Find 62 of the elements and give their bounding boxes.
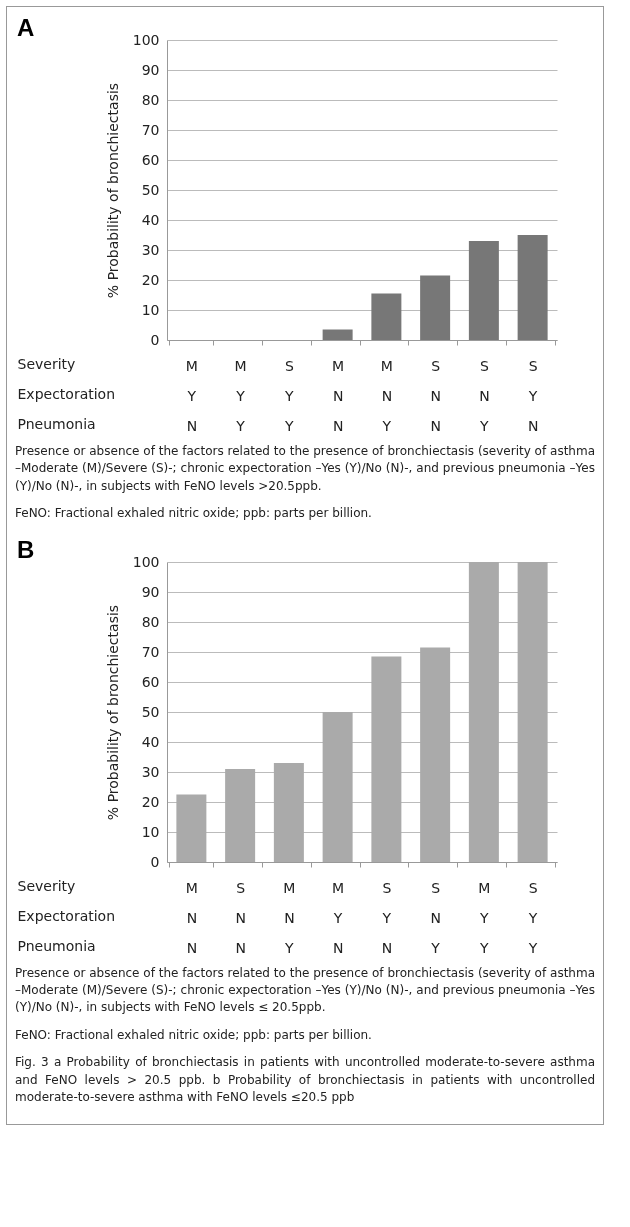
bar [371, 293, 402, 340]
bar [468, 241, 499, 340]
chart-title: B [17, 535, 35, 563]
x-tick-label: S N Y [430, 879, 441, 956]
y-tick-label: 20 [141, 793, 160, 810]
x-axis-title: Severity Expectoration Pneumonia [17, 355, 116, 432]
text: FeNO: Fractional exhaled nitric oxide; ppb: parts per billion. [15, 1026, 373, 1044]
bar [468, 561, 499, 862]
x-tick-label: M Y Y [478, 879, 491, 956]
bar [371, 656, 402, 862]
bar [176, 794, 207, 862]
y-tick-label: 10 [141, 301, 160, 318]
y-tick-label: 20 [141, 271, 160, 288]
y-tick-label: 30 [141, 241, 160, 258]
y-tick-label: 80 [141, 91, 160, 108]
x-tick-label: M Y N [332, 879, 345, 956]
x-tick-label: M N Y [380, 357, 393, 434]
x-tick-label: M Y Y [234, 357, 247, 434]
x-tick-label: M Y N [185, 357, 198, 434]
bar [273, 762, 304, 862]
text: Presence or absence of the factors related to the presence of bronchiectasis (severity of asthma –Moderate (M)/Severe (S)-; chronic expectoration –Yes (Y)/No (N)-, and previous pneumonia –Yes (Y)/No (N)-, in subjects with FeNO levels ≤ 20.5ppb. [15, 964, 595, 1017]
x-tick-label: S Y Y [527, 879, 538, 956]
y-tick-label: 50 [141, 703, 160, 720]
y-tick-label: 90 [141, 583, 160, 600]
y-tick-label: 100 [132, 31, 160, 48]
y-tick-label: 70 [141, 643, 160, 660]
x-tick-label: S N Y [479, 357, 490, 434]
bar [517, 235, 548, 340]
bar [225, 768, 256, 862]
y-tick-label: 30 [141, 763, 160, 780]
text: Presence or absence of the factors related to the presence of bronchiectasis (severity of asthma –Moderate (M)/Severe (S)-; chronic expectoration –Yes (Y)/No (N)-, and previous pneumonia –Yes (Y)/No (N)-, in subjects with FeNO levels >20.5ppb. [15, 443, 595, 495]
bar [322, 329, 353, 340]
y-axis-title: % Probability of bronchiectasis [104, 82, 121, 299]
y-tick-label: 70 [141, 121, 160, 138]
y-tick-label: 60 [141, 151, 160, 168]
x-tick-label: S Y N [381, 879, 393, 956]
x-tick-label: S Y N [527, 357, 539, 434]
x-tick-label: M N N [332, 357, 345, 434]
y-tick-label: 100 [132, 553, 160, 570]
y-tick-label: 60 [141, 673, 160, 690]
bar [420, 647, 451, 862]
bar [420, 275, 451, 340]
bar [517, 561, 548, 862]
chart-title: A [17, 14, 35, 41]
y-axis-title: % Probability of bronchiectasis [104, 604, 121, 820]
y-tick-label: 10 [141, 823, 160, 840]
bar [322, 711, 353, 862]
y-tick-label: 40 [141, 733, 160, 750]
x-tick-label: M N Y [283, 879, 296, 956]
y-tick-label: 40 [141, 211, 160, 228]
caption: Fig. 3 a Probability of bronchiectasis in patients with uncontrolled moderate-to-severe asthma and FeNO levels > 20.5 ppb. b Probability of bronchiectasis in patients with uncontrolled moderate-to-severe asthma with FeNO levels ≤20.5 ppb [15, 1054, 595, 1106]
x-axis-title: Severity Expectoration Pneumonia [17, 877, 116, 954]
x-tick-label: M N N [185, 879, 198, 956]
y-tick-label: 0 [150, 331, 160, 348]
x-tick-label: S Y Y [284, 357, 295, 434]
y-tick-label: 90 [141, 61, 160, 78]
x-tick-label: S N N [430, 357, 441, 434]
x-tick-label: S N N [235, 879, 246, 956]
text: FeNO: Fractional exhaled nitric oxide; ppb: parts per billion. [15, 505, 373, 523]
y-tick-label: 80 [141, 613, 160, 630]
y-tick-label: 0 [150, 853, 160, 870]
y-tick-label: 50 [141, 181, 160, 198]
